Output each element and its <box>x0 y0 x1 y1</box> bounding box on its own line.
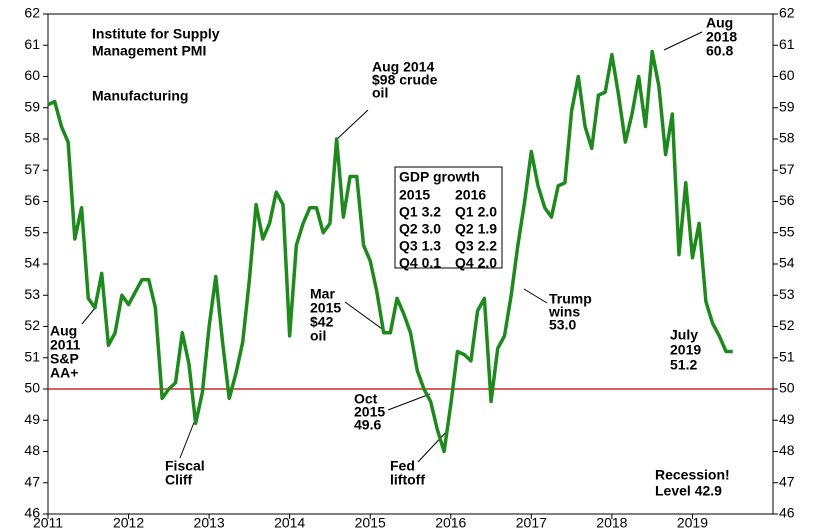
y-tick-label: 56 <box>24 192 40 208</box>
x-tick-label: 2016 <box>435 515 466 531</box>
y-tick-label: 55 <box>24 223 40 239</box>
annotation: 49.6 <box>354 417 381 433</box>
annotation: Mar <box>310 286 335 302</box>
y-tick-label: 47 <box>24 473 40 489</box>
y-tick-label: 51 <box>24 348 40 364</box>
annotation: Aug <box>50 323 77 339</box>
gdp-box-title: GDP growth <box>399 169 480 185</box>
annotation: 2018 <box>706 29 737 45</box>
gdp-box-cell: Q3 1.3 <box>399 238 441 254</box>
y2-tick-label: 60 <box>779 67 795 83</box>
y-tick-label: 53 <box>24 286 40 302</box>
annotation: S&P <box>50 351 79 367</box>
series-line <box>47 49 733 454</box>
arrow <box>344 301 386 332</box>
annotation: Aug <box>706 15 733 31</box>
y2-tick-label: 56 <box>779 192 795 208</box>
y-tick-label: 57 <box>24 161 40 177</box>
annotation: 2015 <box>354 404 385 420</box>
x-tick-label: 2012 <box>113 515 144 531</box>
arrow <box>81 307 96 325</box>
annotation: oil <box>372 85 388 101</box>
y2-tick-label: 61 <box>779 36 795 52</box>
gdp-box-cell: Q2 3.0 <box>399 221 441 237</box>
arrow <box>523 288 548 304</box>
annotation: 51.2 <box>670 357 697 373</box>
annotation: $42 <box>310 314 334 330</box>
x-tick-label: 2011 <box>33 515 63 531</box>
x-tick-label: 2013 <box>194 515 225 531</box>
arrow <box>335 109 369 141</box>
chart-subtitle: Manufacturing <box>92 88 188 104</box>
y2-tick-label: 51 <box>779 348 795 364</box>
gdp-box <box>394 166 503 269</box>
y-tick-label: 52 <box>24 317 40 333</box>
annotation: 53.0 <box>549 317 576 333</box>
annotation: Cliff <box>165 472 193 488</box>
y-tick-label: 50 <box>24 380 40 396</box>
annotation: 2011 <box>50 337 81 353</box>
annotation: Fed <box>390 458 415 474</box>
y-tick-label: 59 <box>24 98 40 114</box>
annotation: oil <box>310 328 326 344</box>
y2-tick-label: 46 <box>779 505 795 521</box>
arrow <box>387 393 431 411</box>
gdp-box-cell: Q1 2.0 <box>455 204 497 220</box>
y-tick-label: 46 <box>24 505 40 521</box>
x-tick-label: 2019 <box>677 515 708 531</box>
x-tick-label: 2018 <box>596 515 627 531</box>
x-tick-label: 2017 <box>516 515 547 531</box>
y2-tick-label: 50 <box>779 380 795 396</box>
y2-tick-label: 52 <box>779 317 795 333</box>
gdp-box-cell: Q1 3.2 <box>399 204 441 220</box>
y2-tick-label: 57 <box>779 161 795 177</box>
annotation: Fiscal <box>165 458 205 474</box>
annotation: Trump <box>549 291 592 307</box>
annotation: wins <box>548 304 580 320</box>
annotation: AA+ <box>50 365 78 381</box>
annotation: Level 42.9 <box>655 483 722 499</box>
y2-tick-label: 48 <box>779 442 795 458</box>
y2-tick-label: 62 <box>779 5 795 21</box>
y-tick-label: 48 <box>24 442 40 458</box>
chart-title: Institute for Supply <box>92 26 220 42</box>
y2-tick-label: 47 <box>779 473 795 489</box>
x-tick-label: 2014 <box>274 515 305 531</box>
gdp-box-cell: 2015 <box>399 187 430 203</box>
y-tick-label: 60 <box>24 67 40 83</box>
gdp-box-cell: Q4 2.0 <box>455 255 497 271</box>
gdp-box-cell: Q4 0.1 <box>399 255 441 271</box>
y2-tick-label: 54 <box>779 255 795 271</box>
annotation: $98 crude <box>372 72 438 88</box>
y2-tick-label: 58 <box>779 130 795 146</box>
y-tick-label: 62 <box>24 5 40 21</box>
arrow <box>417 429 449 463</box>
y-tick-label: 61 <box>24 36 40 52</box>
y-tick-label: 54 <box>24 255 40 271</box>
y-tick-label: 58 <box>24 130 40 146</box>
annotation: 60.8 <box>706 43 733 59</box>
gdp-box-cell: Q3 2.2 <box>455 238 497 254</box>
arrow <box>663 31 703 51</box>
gdp-box-cell: Q2 1.9 <box>455 221 497 237</box>
y2-tick-label: 59 <box>779 98 795 114</box>
y2-tick-label: 55 <box>779 223 795 239</box>
annotation: Aug 2014 <box>372 59 434 75</box>
annotation: 2019 <box>670 342 701 358</box>
annotation: liftoff <box>390 472 425 488</box>
gdp-box-cell: 2016 <box>455 187 486 203</box>
y2-tick-label: 49 <box>779 411 795 427</box>
annotation: Recession! <box>655 467 730 483</box>
arrows <box>81 31 703 463</box>
x-tick-label: 2015 <box>355 515 386 531</box>
annotation: July <box>670 327 698 343</box>
y-tick-label: 49 <box>24 411 40 427</box>
annotation: Oct <box>354 391 378 407</box>
chart-title: Management PMI <box>92 43 206 59</box>
annotation: 2015 <box>310 300 341 316</box>
y2-tick-label: 53 <box>779 286 795 302</box>
arrow <box>179 419 196 459</box>
